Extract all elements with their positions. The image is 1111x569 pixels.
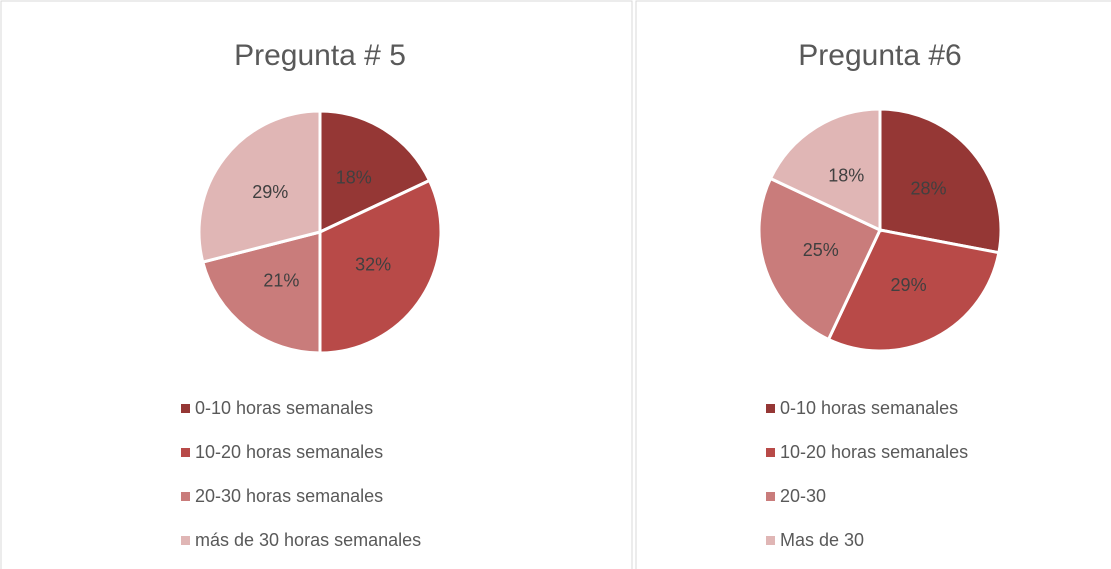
legend-marker bbox=[766, 492, 775, 501]
data-label: 29% bbox=[252, 182, 288, 202]
pie-slice bbox=[768, 107, 882, 233]
legend-label: 0-10 horas semanales bbox=[780, 398, 958, 418]
pie-slice bbox=[318, 178, 443, 355]
legend-label: 10-20 horas semanales bbox=[195, 442, 383, 462]
legend-label: más de 30 horas semanales bbox=[195, 530, 421, 550]
legend-label: 20-30 horas semanales bbox=[195, 486, 383, 506]
data-label: 25% bbox=[803, 240, 839, 260]
legend-label: Mas de 30 bbox=[780, 530, 864, 550]
legend-marker bbox=[766, 536, 775, 545]
legend-marker bbox=[181, 404, 190, 413]
pie-slice bbox=[318, 109, 432, 235]
chart-title: Pregunta # 5 bbox=[234, 39, 406, 72]
pie-slice bbox=[826, 228, 1001, 353]
pie-slice bbox=[197, 109, 322, 264]
pie-slice bbox=[200, 230, 322, 355]
pie-slice bbox=[757, 176, 882, 342]
panel-border bbox=[635, 0, 1111, 569]
data-label: 18% bbox=[828, 166, 864, 186]
panel-border bbox=[0, 0, 633, 569]
data-label: 29% bbox=[891, 275, 927, 295]
legend-marker bbox=[181, 448, 190, 457]
data-label: 32% bbox=[355, 254, 391, 274]
legend-label: 0-10 horas semanales bbox=[195, 398, 373, 418]
legend-marker bbox=[181, 536, 190, 545]
legend-label: 20-30 bbox=[780, 486, 826, 506]
data-label: 28% bbox=[910, 179, 946, 199]
chart-title: Pregunta #6 bbox=[798, 39, 961, 72]
data-label: 21% bbox=[263, 270, 299, 290]
data-label: 18% bbox=[336, 168, 372, 188]
legend-marker bbox=[766, 404, 775, 413]
pie-slice bbox=[878, 107, 1003, 255]
legend-marker bbox=[766, 448, 775, 457]
legend-marker bbox=[181, 492, 190, 501]
legend-label: 10-20 horas semanales bbox=[780, 442, 968, 462]
